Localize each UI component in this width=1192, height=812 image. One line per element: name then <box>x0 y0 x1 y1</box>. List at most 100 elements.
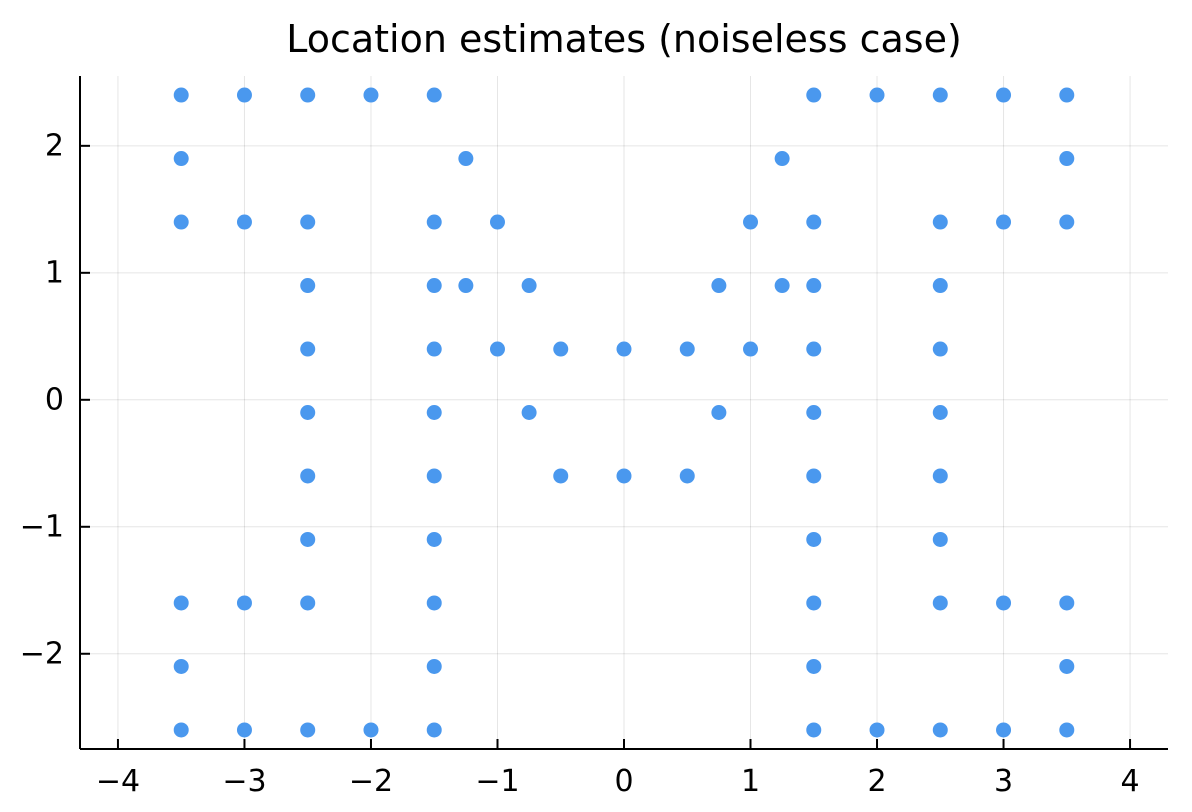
data-point <box>173 722 189 738</box>
x-tick-label: −3 <box>222 764 266 799</box>
data-point <box>458 151 474 167</box>
x-tick-label: 3 <box>994 764 1013 799</box>
data-point <box>711 278 727 294</box>
data-point <box>1059 595 1075 611</box>
data-point <box>553 468 569 484</box>
data-point <box>679 341 695 357</box>
x-tick-label: 2 <box>867 764 886 799</box>
data-point <box>806 214 822 230</box>
data-point <box>869 87 885 103</box>
x-tick-label: −2 <box>349 764 393 799</box>
data-point <box>521 405 537 420</box>
data-point <box>743 214 759 230</box>
y-tick-labels: −2 −1 0 1 2 <box>20 128 64 671</box>
data-point <box>996 595 1012 611</box>
x-tick-label: 0 <box>614 764 633 799</box>
data-point <box>932 214 948 230</box>
data-point <box>711 405 727 420</box>
data-point <box>300 278 316 294</box>
data-point <box>236 595 252 611</box>
data-point <box>932 531 948 547</box>
data-point <box>173 595 189 611</box>
x-tick-label: 4 <box>1120 764 1139 799</box>
data-point <box>173 214 189 230</box>
data-point <box>236 722 252 738</box>
data-point <box>300 722 316 738</box>
data-point <box>489 214 505 230</box>
data-point <box>806 341 822 357</box>
y-tick-label: 1 <box>45 255 64 290</box>
data-point <box>553 341 569 357</box>
data-point <box>173 87 189 103</box>
data-point <box>426 341 442 357</box>
data-point <box>679 468 695 484</box>
y-tick-label: −2 <box>20 636 64 671</box>
data-point <box>300 531 316 547</box>
data-point <box>996 722 1012 738</box>
data-point <box>616 341 632 357</box>
data-point <box>1059 214 1075 230</box>
data-point <box>806 405 822 420</box>
data-point <box>426 531 442 547</box>
data-point <box>932 405 948 420</box>
data-point <box>521 278 537 294</box>
data-point <box>774 151 790 167</box>
data-point <box>363 722 379 738</box>
chart-title: Location estimates (noiseless case) <box>286 17 962 61</box>
tick-marks <box>80 144 1132 749</box>
data-point <box>173 151 189 167</box>
data-point <box>426 722 442 738</box>
y-tick-label: 0 <box>45 382 64 417</box>
data-point <box>806 722 822 738</box>
data-point <box>426 595 442 611</box>
data-point <box>426 658 442 674</box>
data-point <box>426 214 442 230</box>
data-point <box>996 214 1012 230</box>
data-point <box>932 722 948 738</box>
data-point <box>236 87 252 103</box>
data-points <box>173 87 1075 738</box>
y-tick-label: 2 <box>45 128 64 163</box>
grid-lines <box>80 76 1168 749</box>
data-point <box>806 87 822 103</box>
data-point <box>363 87 379 103</box>
data-point <box>743 341 759 357</box>
data-point <box>489 341 505 357</box>
x-tick-label: 1 <box>741 764 760 799</box>
x-tick-labels: −4 −3 −2 −1 0 1 2 3 4 <box>96 764 1140 799</box>
data-point <box>300 341 316 357</box>
data-point <box>300 405 316 420</box>
data-point <box>300 468 316 484</box>
data-point <box>932 341 948 357</box>
data-point <box>1059 87 1075 103</box>
data-point <box>426 468 442 484</box>
data-point <box>869 722 885 738</box>
data-point <box>806 531 822 547</box>
data-point <box>458 278 474 294</box>
data-point <box>300 87 316 103</box>
data-point <box>996 87 1012 103</box>
data-point <box>236 214 252 230</box>
data-point <box>806 658 822 674</box>
data-point <box>806 595 822 611</box>
data-point <box>300 595 316 611</box>
data-point <box>932 595 948 611</box>
data-point <box>426 87 442 103</box>
data-point <box>1059 658 1075 674</box>
data-point <box>300 214 316 230</box>
x-tick-label: −1 <box>475 764 519 799</box>
data-point <box>932 278 948 294</box>
data-point <box>426 278 442 294</box>
data-point <box>1059 722 1075 738</box>
data-point <box>173 658 189 674</box>
x-tick-label: −4 <box>96 764 140 799</box>
data-point <box>426 405 442 420</box>
y-tick-label: −1 <box>20 509 64 544</box>
data-point <box>774 278 790 294</box>
data-point <box>932 87 948 103</box>
data-point <box>806 468 822 484</box>
data-point <box>932 468 948 484</box>
data-point <box>1059 151 1075 167</box>
data-point <box>616 468 632 484</box>
